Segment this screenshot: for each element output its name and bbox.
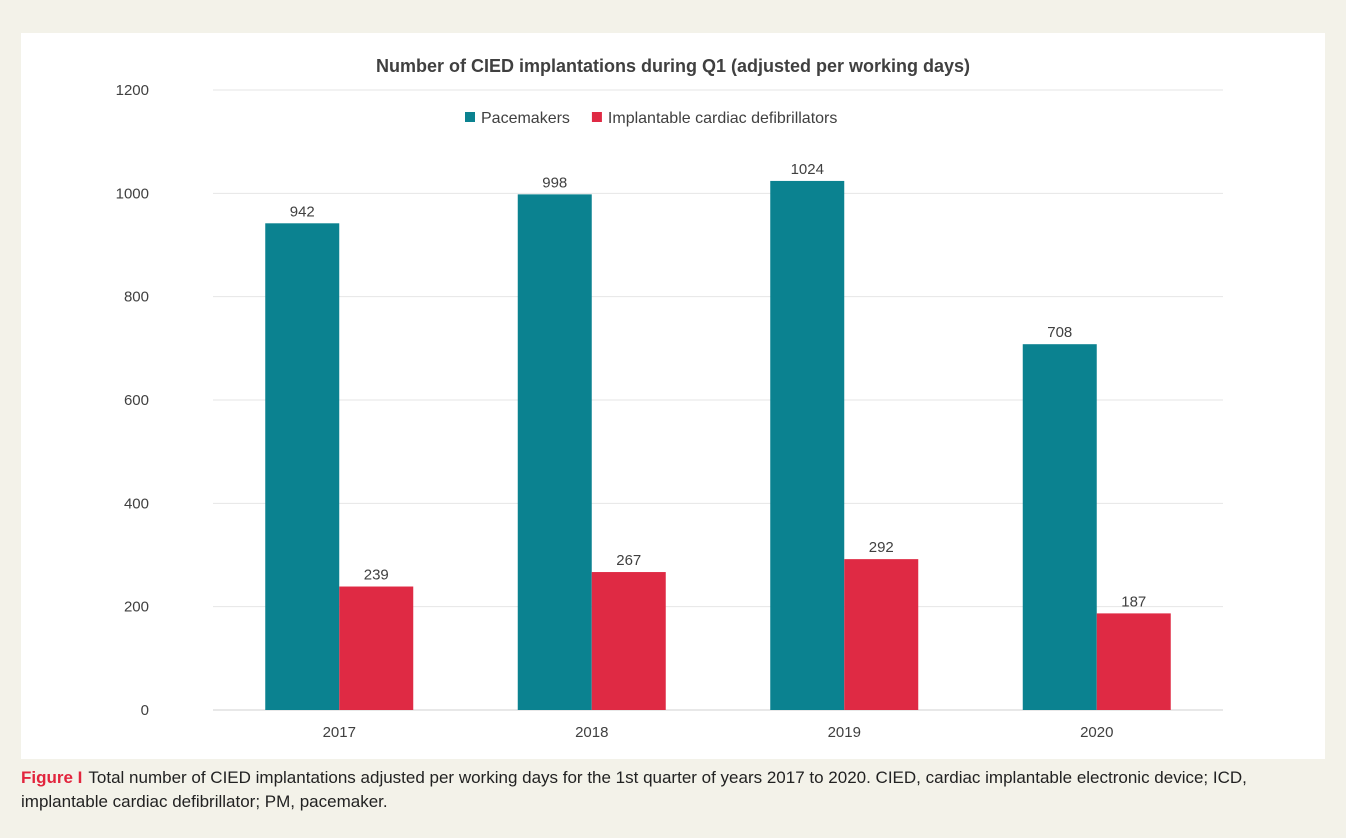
y-tick-label: 0 [141, 702, 149, 719]
bar-icd [844, 559, 919, 710]
figure-caption: Figure I Total number of CIED implantatio… [21, 766, 1321, 814]
legend-swatch [465, 112, 475, 122]
data-label: 187 [1121, 593, 1146, 610]
x-tick-label: 2020 [1080, 724, 1113, 741]
chart-title: Number of CIED implantations during Q1 (… [376, 56, 970, 76]
bar-chart: 0 200 400 600 800 1000 1200 2017 2018 2019 2020 94… [116, 56, 1223, 741]
data-label: 239 [364, 567, 389, 584]
caption-text: Total number of CIED implantations adjus… [21, 768, 1247, 811]
axes: 0 200 400 600 800 1000 1200 2017 2018 2019 2020 [116, 82, 1114, 741]
bar-pacemakers [265, 223, 340, 711]
data-label: 998 [542, 174, 567, 191]
x-tick-label: 2019 [828, 724, 861, 741]
y-tick-label: 1000 [116, 185, 149, 202]
data-label: 1024 [791, 161, 824, 178]
x-tick-label: 2017 [323, 724, 356, 741]
bar-pacemakers [1022, 344, 1097, 710]
bar-pacemakers [770, 180, 845, 710]
y-tick-label: 600 [124, 392, 149, 409]
legend-label: Pacemakers [481, 110, 570, 127]
x-tick-label: 2018 [575, 724, 608, 741]
bar-icd [1096, 613, 1171, 710]
caption-label: Figure I [21, 768, 83, 787]
legend-label: Implantable cardiac defibrillators [608, 110, 837, 127]
legend: Pacemakers Implantable cardiac defibrilla… [465, 110, 837, 127]
data-label: 942 [290, 203, 315, 220]
bars [265, 180, 1171, 711]
bar-pacemakers [517, 194, 592, 710]
chart-panel: 0 200 400 600 800 1000 1200 2017 2018 2019 2020 94… [21, 33, 1325, 759]
data-labels: 942 239 998 267 1024 292 708 187 [290, 161, 1147, 610]
bar-icd [339, 586, 414, 710]
legend-swatch [591, 112, 602, 122]
bar-icd [591, 572, 666, 710]
y-tick-label: 1200 [116, 82, 149, 99]
data-label: 708 [1047, 324, 1072, 341]
y-tick-label: 400 [124, 495, 149, 512]
y-tick-label: 200 [124, 599, 149, 616]
data-label: 292 [869, 539, 894, 556]
y-tick-label: 800 [124, 289, 149, 306]
data-label: 267 [616, 552, 641, 569]
